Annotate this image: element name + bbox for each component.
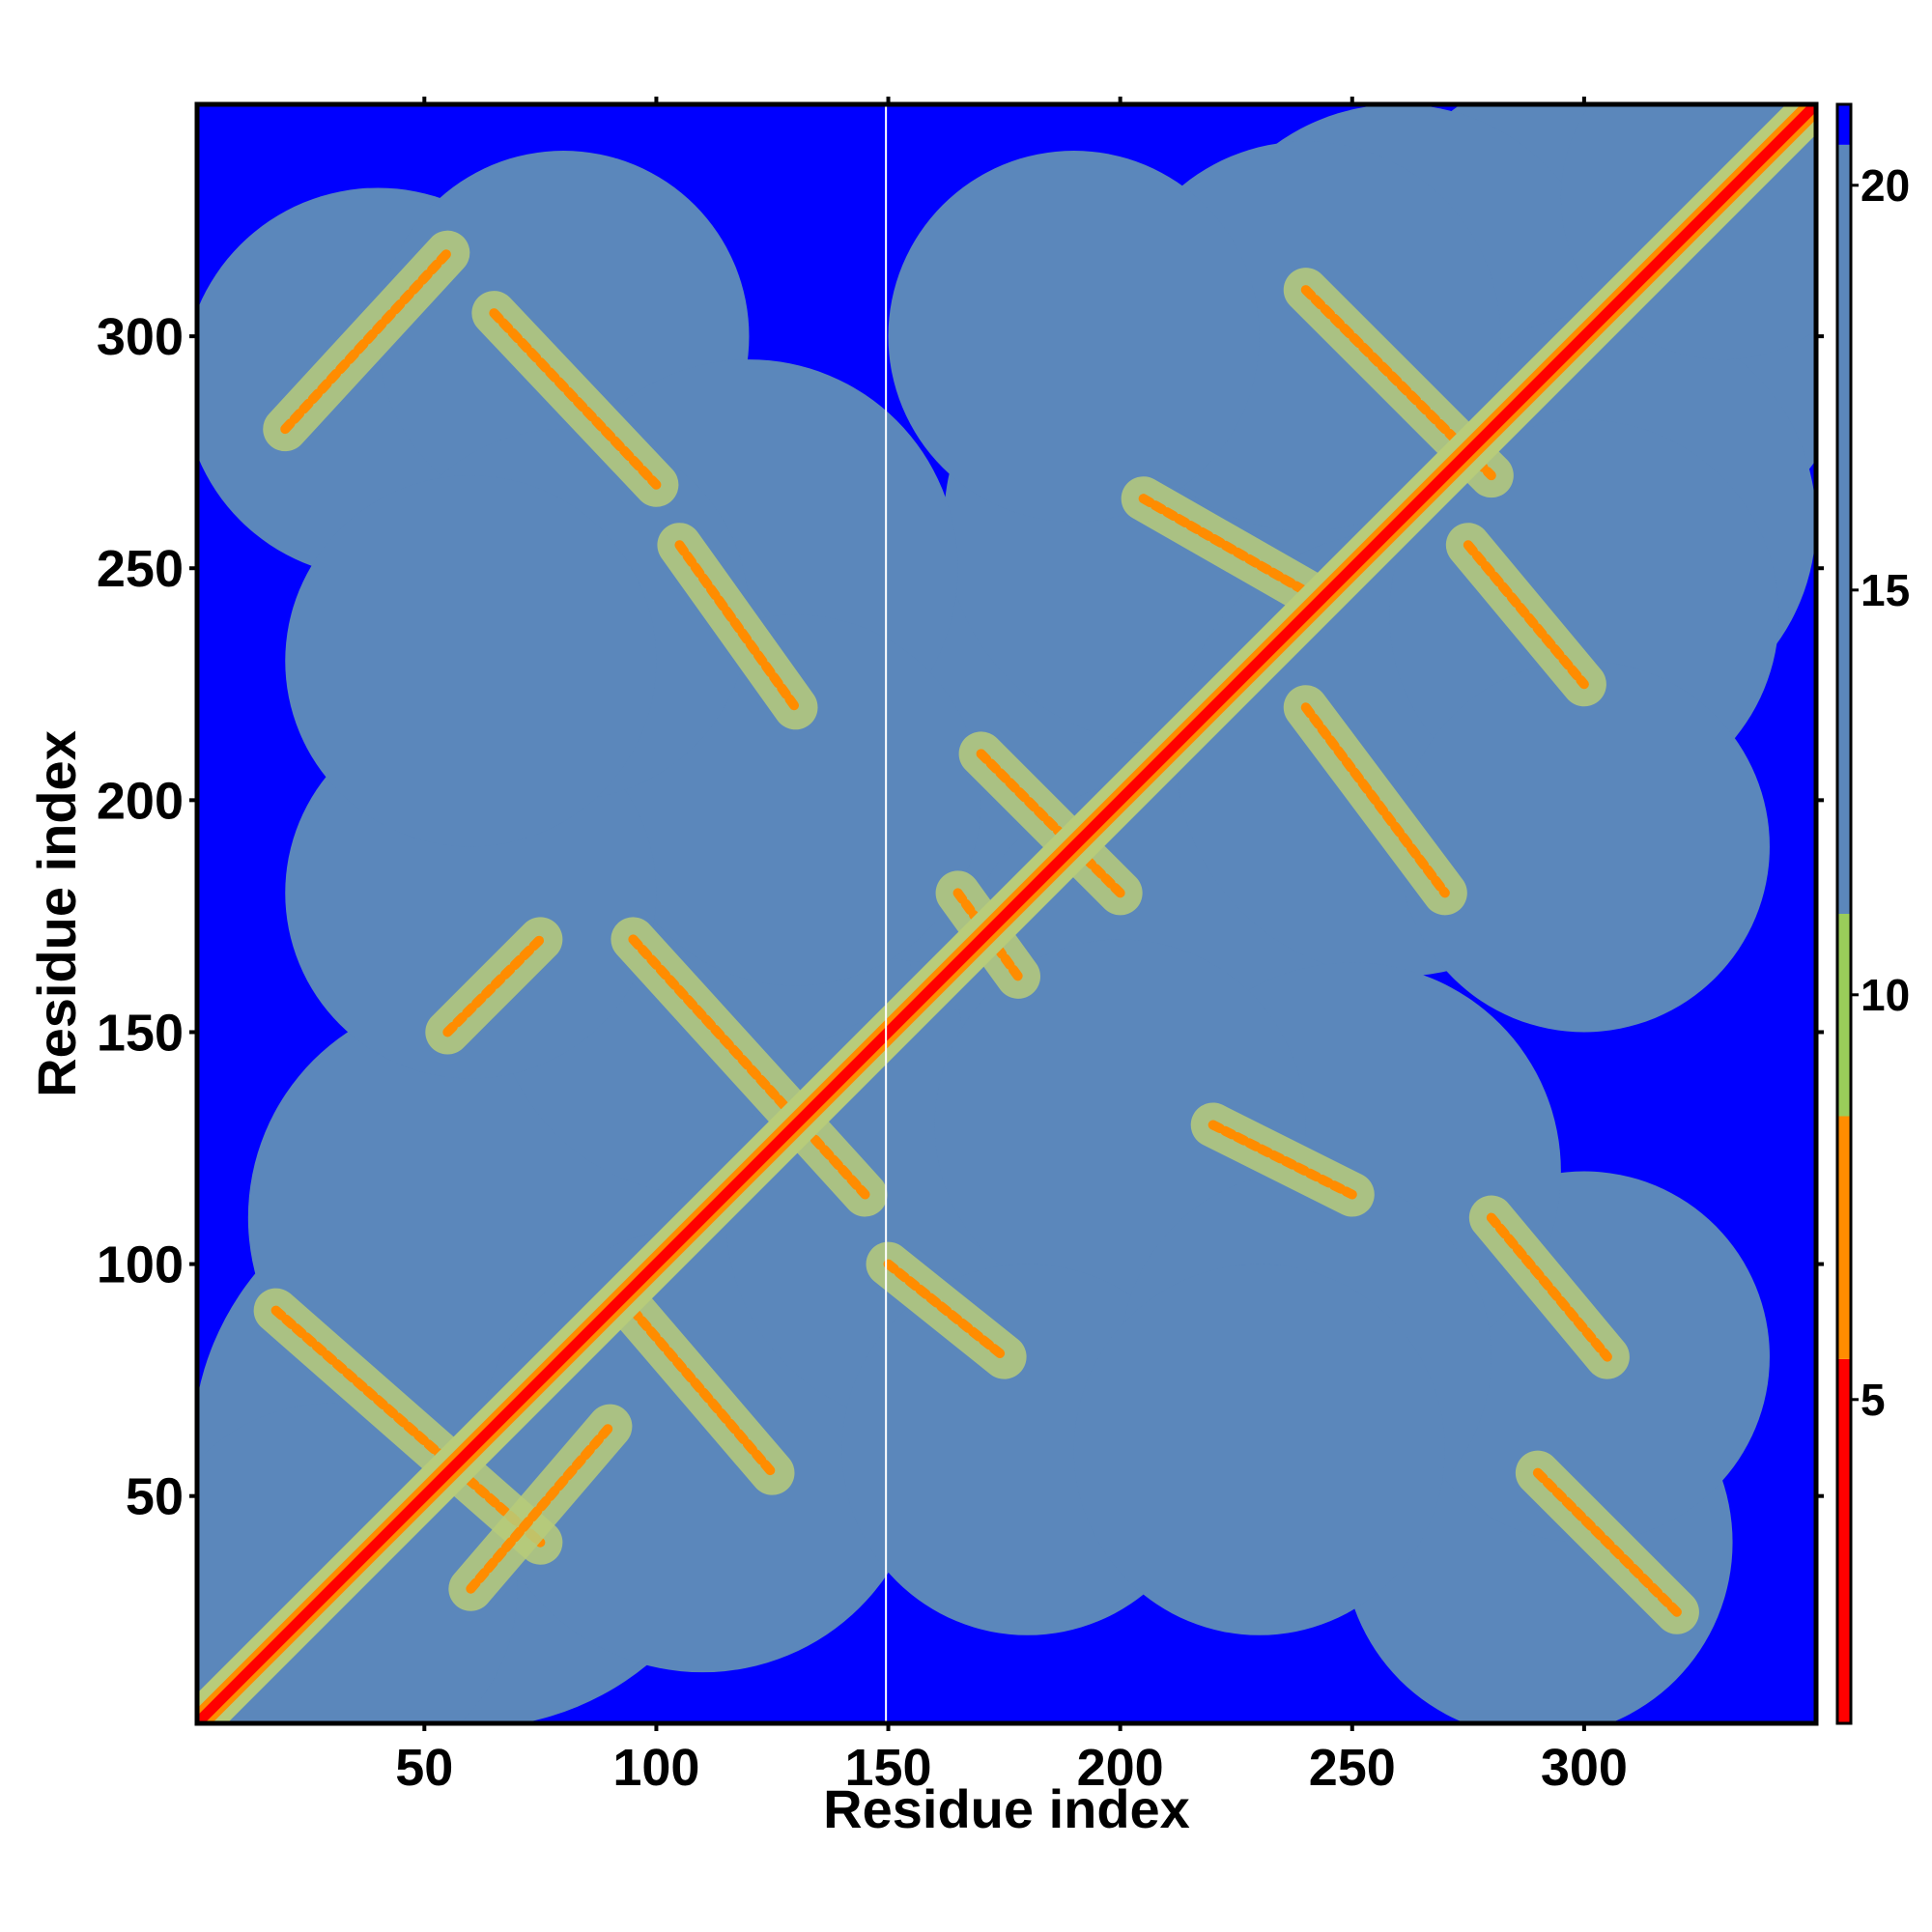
- contact-band-core: [674, 540, 801, 713]
- y-tick-label: 300: [97, 308, 184, 366]
- x-tick-label: 100: [612, 1739, 699, 1797]
- contact-band-core: [466, 1421, 615, 1594]
- mid-distance-blob: [285, 475, 657, 847]
- colorbar-band: [1837, 1358, 1851, 1723]
- colorbar-band: [1837, 914, 1851, 1117]
- x-tick-label: 300: [1541, 1739, 1628, 1797]
- contact-band-core: [883, 1259, 1009, 1362]
- y-tick-label: 200: [97, 772, 184, 830]
- y-tick-label: 50: [126, 1468, 184, 1526]
- y-tick-label: 250: [97, 540, 184, 598]
- mid-distance-blob: [1398, 661, 1770, 1033]
- contact-band-core: [1463, 540, 1589, 690]
- contact-band-core: [1486, 1212, 1612, 1362]
- colorbar: 5 10 15 20: [1835, 102, 1910, 1725]
- contact-band-core: [628, 934, 870, 1200]
- contact-band-core: [976, 749, 1125, 898]
- colorbar-tick-label: 15: [1861, 565, 1910, 615]
- colorbar-band: [1837, 104, 1851, 145]
- colorbar-band: [1837, 144, 1851, 914]
- contact-band-core: [270, 1305, 546, 1548]
- contact-band-core: [489, 308, 662, 490]
- x-axis-title: Residue index: [823, 1778, 1190, 1839]
- contact-band-core: [280, 247, 453, 435]
- x-tick-label: 50: [395, 1739, 453, 1797]
- y-axis-title: Residue index: [26, 730, 87, 1097]
- plot-frame: [194, 101, 1819, 1726]
- colorbar-tick-label: 5: [1861, 1375, 1886, 1425]
- colorbar-frame: [1835, 102, 1853, 1725]
- y-tick-label: 100: [97, 1236, 184, 1294]
- contact-band-core: [628, 1305, 778, 1478]
- colorbar-tick-label: 10: [1861, 970, 1910, 1020]
- mid-distance-blob: [888, 151, 1260, 523]
- y-tick-label: 150: [97, 1004, 184, 1062]
- contact-band-core: [442, 934, 546, 1037]
- colorbar-band: [1837, 1116, 1851, 1359]
- mid-distance-blob: [1073, 1264, 1445, 1635]
- contact-band-core: [1300, 702, 1450, 898]
- contact-band-core: [1208, 1120, 1357, 1200]
- x-tick-label: 250: [1309, 1739, 1396, 1797]
- colorbar-tick-label: 20: [1861, 160, 1910, 211]
- contact-band-core: [1532, 1467, 1682, 1617]
- x-tick-label: 200: [1077, 1739, 1164, 1797]
- diagonal-core: [197, 104, 1816, 1723]
- contact-band-core: [1138, 494, 1311, 597]
- axes: 50 100 150 200 250 300 50 100 150 200 250 300: [97, 97, 1824, 1797]
- heatmap-layer: [197, 104, 1816, 1723]
- x-tick-label: 150: [844, 1739, 931, 1797]
